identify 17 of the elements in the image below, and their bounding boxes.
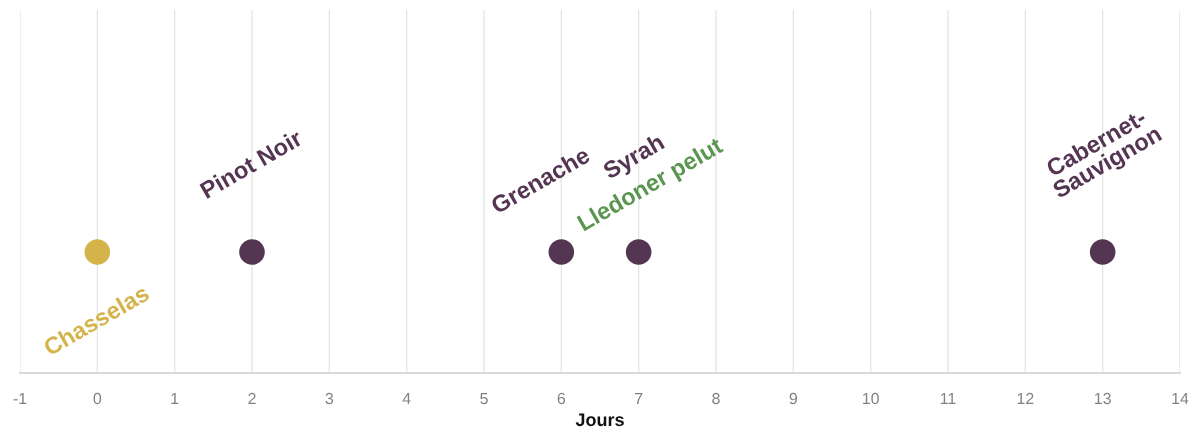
x-tick-label: 5 (480, 393, 488, 405)
x-tick-label: 14 (1172, 393, 1189, 405)
x-tick-label: 11 (940, 393, 956, 405)
x-tick-label: 7 (635, 393, 643, 405)
x-tick-label: 12 (1017, 392, 1034, 405)
x-tick-label: 2 (248, 392, 256, 405)
x-tick-label: -1 (13, 393, 27, 405)
x-tick-label: 0 (93, 392, 102, 405)
x-axis-title: Jours (575, 413, 624, 427)
x-tick-label: 13 (1095, 392, 1111, 405)
x-tick-label: 8 (712, 392, 720, 405)
x-tick-label: 4 (402, 393, 411, 405)
x-tick-label: 6 (557, 392, 566, 405)
x-tick-label: 3 (325, 392, 334, 405)
x-tick-label: 10 (863, 392, 879, 405)
x-tick-label: 1 (171, 393, 179, 405)
x-tick-label: 9 (789, 392, 798, 405)
